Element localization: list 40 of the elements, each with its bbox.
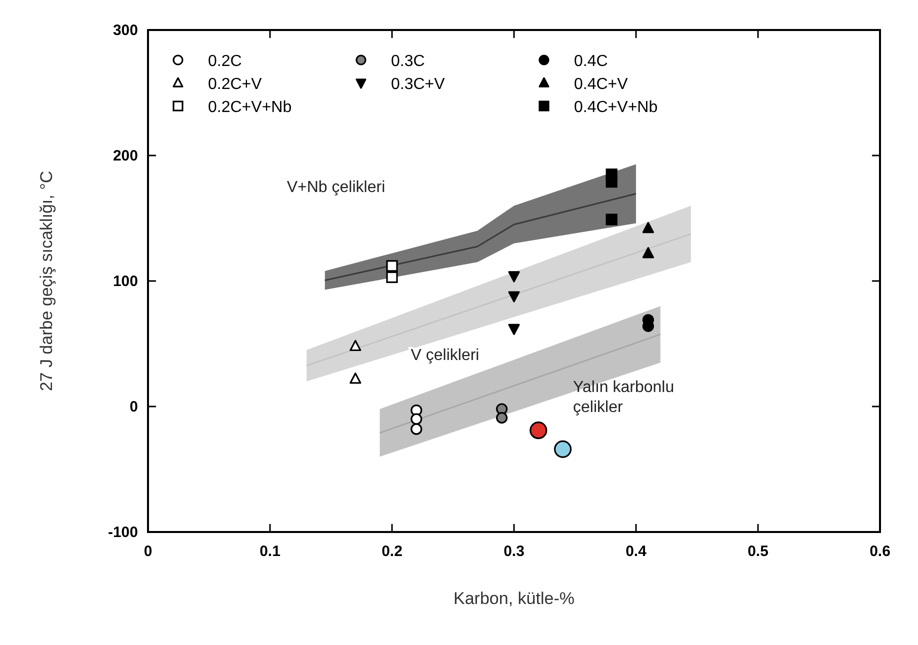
point — [410, 413, 422, 425]
legend-label: 0.3C — [391, 53, 425, 70]
point — [350, 340, 362, 352]
x-tick-label: 0.1 — [260, 543, 280, 560]
legend-label: 0.4C — [574, 53, 608, 70]
point — [606, 176, 618, 188]
point — [606, 214, 618, 226]
legend-label: 0.2C — [208, 53, 242, 70]
legend-label: 0.2C+V+Nb — [208, 99, 292, 116]
point — [508, 291, 520, 302]
x-tick-label: 0.4 — [626, 543, 648, 560]
point — [642, 222, 654, 234]
point — [386, 260, 398, 272]
annotation: Yalın karbonlu çelikler — [573, 379, 674, 416]
annotation: V çelikleri — [410, 347, 480, 364]
x-tick-label: 0.5 — [748, 543, 768, 560]
y-tick-label: -100 — [108, 524, 138, 541]
y-tick-label: 300 — [112, 22, 138, 39]
legend-label: 0.2C+V — [208, 76, 262, 93]
point — [530, 422, 548, 440]
y-tick-label: 200 — [112, 148, 138, 164]
legend-label: 0.4C+V+Nb — [574, 99, 658, 116]
x-axis-title: Karbon, kütle-% — [454, 589, 574, 608]
point — [410, 423, 422, 435]
x-tick-label: 0.3 — [504, 543, 524, 560]
annotation: V+Nb çelikleri — [286, 179, 386, 196]
point — [386, 271, 398, 284]
point — [508, 271, 520, 282]
x-tick-label: 0.2 — [382, 543, 402, 560]
legend-label: 0.4C+V — [574, 76, 628, 93]
legend-label: 0.3C+V — [391, 76, 446, 93]
y-tick-label: 0 — [130, 398, 138, 416]
point — [642, 247, 654, 258]
y-tick-label: 100 — [112, 273, 138, 290]
point — [508, 324, 520, 335]
point — [496, 412, 508, 424]
x-tick-label: 0 — [144, 543, 152, 560]
y-axis-title: 27 J darbe geçiş sıcaklığı, °C — [37, 170, 56, 392]
x-tick-label: 0.6 — [870, 543, 890, 560]
point — [554, 440, 572, 458]
